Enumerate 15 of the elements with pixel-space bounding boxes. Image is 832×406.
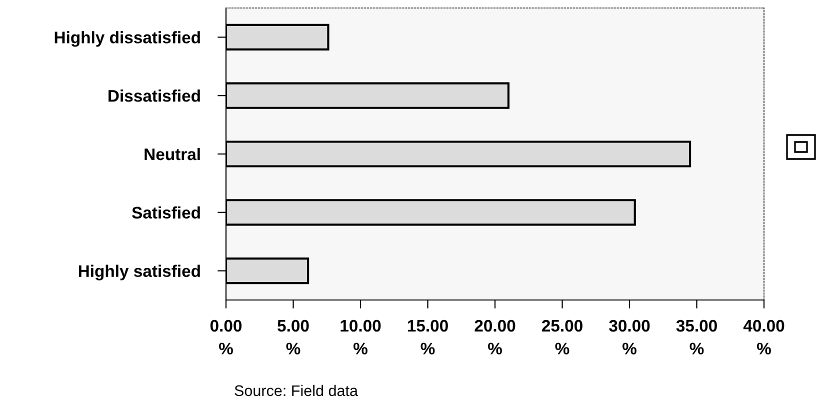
y-tick-label: Highly satisfied: [78, 264, 200, 280]
x-tick-label: 30.00 %: [609, 320, 650, 354]
x-tick-label: 15.00 %: [408, 320, 448, 354]
y-tick-label: Neutral: [144, 148, 200, 160]
x-tick-label: 20.00 %: [474, 320, 516, 354]
x-tick-label: 0.00 %: [210, 320, 242, 354]
source-note: Source: Field data: [234, 384, 358, 396]
y-tick-label: Satisfied: [132, 206, 200, 219]
y-tick-label: Highly dissatisfied: [54, 31, 200, 47]
x-tick-label: 25.00 %: [542, 320, 582, 354]
x-tick-label: 35.00 %: [676, 320, 717, 354]
x-tick-label: 5.00 %: [278, 320, 309, 354]
x-tick-label: 10.00 %: [340, 320, 381, 354]
y-tick-label: Dissatisfied: [108, 90, 200, 102]
x-tick-label: 40.00 %: [743, 320, 784, 354]
